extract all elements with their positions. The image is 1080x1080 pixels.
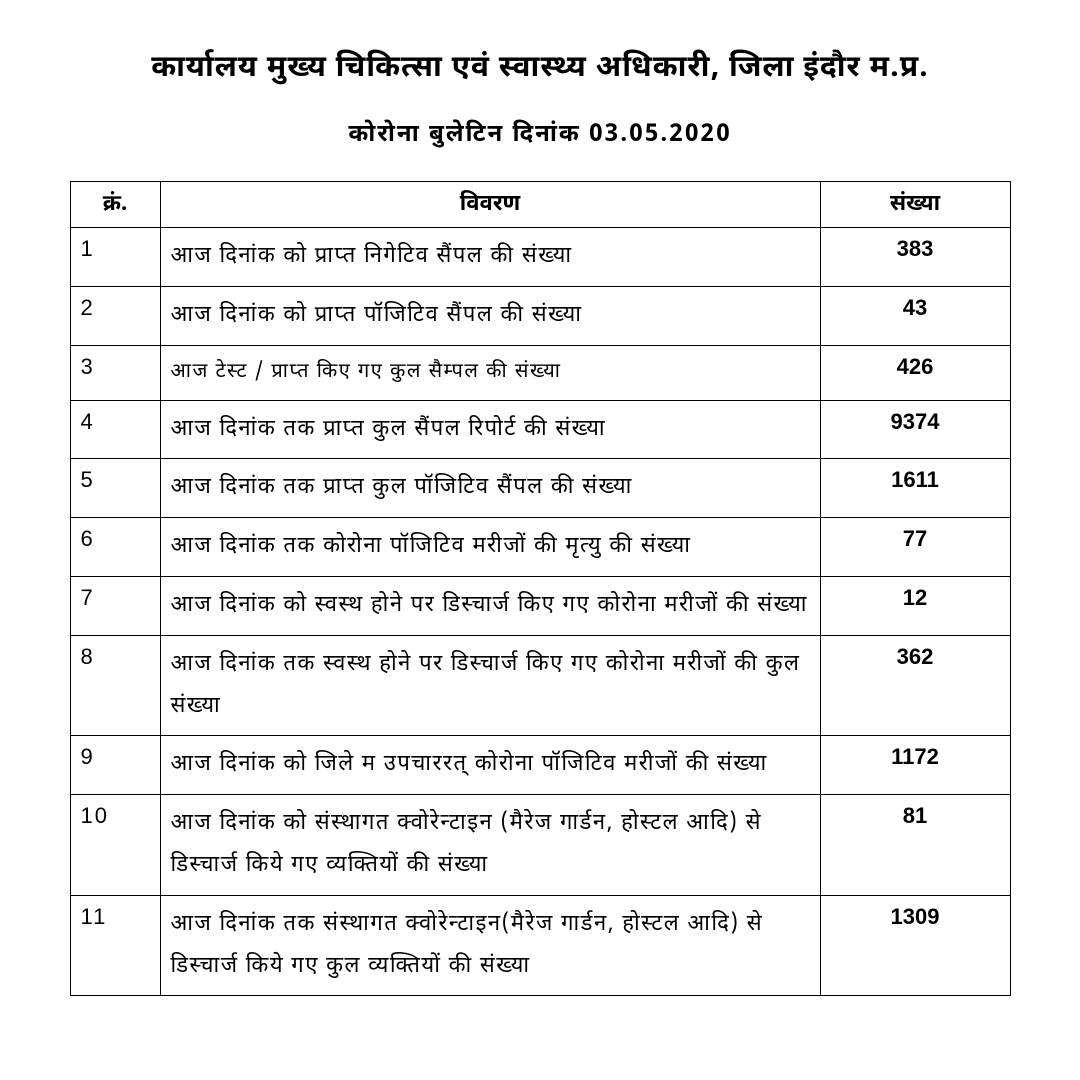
cell-sr: 1 (70, 228, 160, 287)
cell-num: 77 (820, 518, 1010, 577)
cell-sr: 4 (70, 400, 160, 459)
col-header-sr: क्रं. (70, 182, 160, 228)
bulletin-page: कार्यालय मुख्य चिकित्सा एवं स्वास्थ्य अध… (0, 0, 1080, 996)
table-row: 6आज दिनांक तक कोरोना पॉजिटिव मरीजों की म… (70, 518, 1010, 577)
cell-num: 81 (820, 795, 1010, 896)
cell-sr: 9 (70, 736, 160, 795)
cell-sr: 10 (70, 795, 160, 896)
page-subtitle: कोरोना बुलेटिन दिनांक 03.05.2020 (60, 119, 1020, 151)
table-header-row: क्रं. विवरण संख्या (70, 182, 1010, 228)
cell-desc: आज टेस्ट / प्राप्त किए गए कुल सैम्पल की … (160, 345, 820, 400)
cell-sr: 5 (70, 459, 160, 518)
table-row: 8आज दिनांक तक स्वस्थ होने पर डिस्चार्ज क… (70, 635, 1010, 736)
table-body: 1आज दिनांक को प्राप्त निगेटिव सैंपल की स… (70, 228, 1010, 996)
cell-num: 9374 (820, 400, 1010, 459)
table-row: 5आज दिनांक तक प्राप्त कुल पॉजिटिव सैंपल … (70, 459, 1010, 518)
cell-desc: आज दिनांक को स्वस्थ होने पर डिस्चार्ज कि… (160, 576, 820, 635)
cell-desc: आज दिनांक तक कोरोना पॉजिटिव मरीजों की मृ… (160, 518, 820, 577)
cell-sr: 8 (70, 635, 160, 736)
cell-sr: 3 (70, 345, 160, 400)
cell-desc: आज दिनांक तक संस्थागत क्वोरेन्टाइन(मैरेज… (160, 895, 820, 996)
table-row: 4आज दिनांक तक प्राप्त कुल सैंपल रिपोर्ट … (70, 400, 1010, 459)
col-header-desc: विवरण (160, 182, 820, 228)
cell-sr: 2 (70, 286, 160, 345)
cell-desc: आज दिनांक को प्राप्त पॉजिटिव सैंपल की सं… (160, 286, 820, 345)
cell-num: 43 (820, 286, 1010, 345)
page-title: कार्यालय मुख्य चिकित्सा एवं स्वास्थ्य अध… (60, 50, 1020, 89)
cell-num: 1611 (820, 459, 1010, 518)
table-row: 3आज टेस्ट / प्राप्त किए गए कुल सैम्पल की… (70, 345, 1010, 400)
cell-desc: आज दिनांक को प्राप्त निगेटिव सैंपल की सं… (160, 228, 820, 287)
table-row: 7आज दिनांक को स्वस्थ होने पर डिस्चार्ज क… (70, 576, 1010, 635)
table-row: 1आज दिनांक को प्राप्त निगेटिव सैंपल की स… (70, 228, 1010, 287)
cell-sr: 11 (70, 895, 160, 996)
table-row: 10आज दिनांक को संस्थागत क्वोरेन्टाइन (मै… (70, 795, 1010, 896)
cell-desc: आज दिनांक तक प्राप्त कुल पॉजिटिव सैंपल क… (160, 459, 820, 518)
cell-desc: आज दिनांक को संस्थागत क्वोरेन्टाइन (मैरे… (160, 795, 820, 896)
bulletin-table: क्रं. विवरण संख्या 1आज दिनांक को प्राप्त… (70, 181, 1011, 996)
cell-num: 426 (820, 345, 1010, 400)
cell-num: 1309 (820, 895, 1010, 996)
table-row: 9आज दिनांक को जिले म उपचाररत् कोरोना पॉज… (70, 736, 1010, 795)
cell-num: 12 (820, 576, 1010, 635)
cell-sr: 6 (70, 518, 160, 577)
cell-sr: 7 (70, 576, 160, 635)
cell-num: 383 (820, 228, 1010, 287)
cell-desc: आज दिनांक तक प्राप्त कुल सैंपल रिपोर्ट क… (160, 400, 820, 459)
cell-desc: आज दिनांक को जिले म उपचाररत् कोरोना पॉजि… (160, 736, 820, 795)
table-row: 11आज दिनांक तक संस्थागत क्वोरेन्टाइन(मैर… (70, 895, 1010, 996)
table-row: 2आज दिनांक को प्राप्त पॉजिटिव सैंपल की स… (70, 286, 1010, 345)
col-header-num: संख्या (820, 182, 1010, 228)
cell-desc: आज दिनांक तक स्वस्थ होने पर डिस्चार्ज कि… (160, 635, 820, 736)
cell-num: 362 (820, 635, 1010, 736)
cell-num: 1172 (820, 736, 1010, 795)
